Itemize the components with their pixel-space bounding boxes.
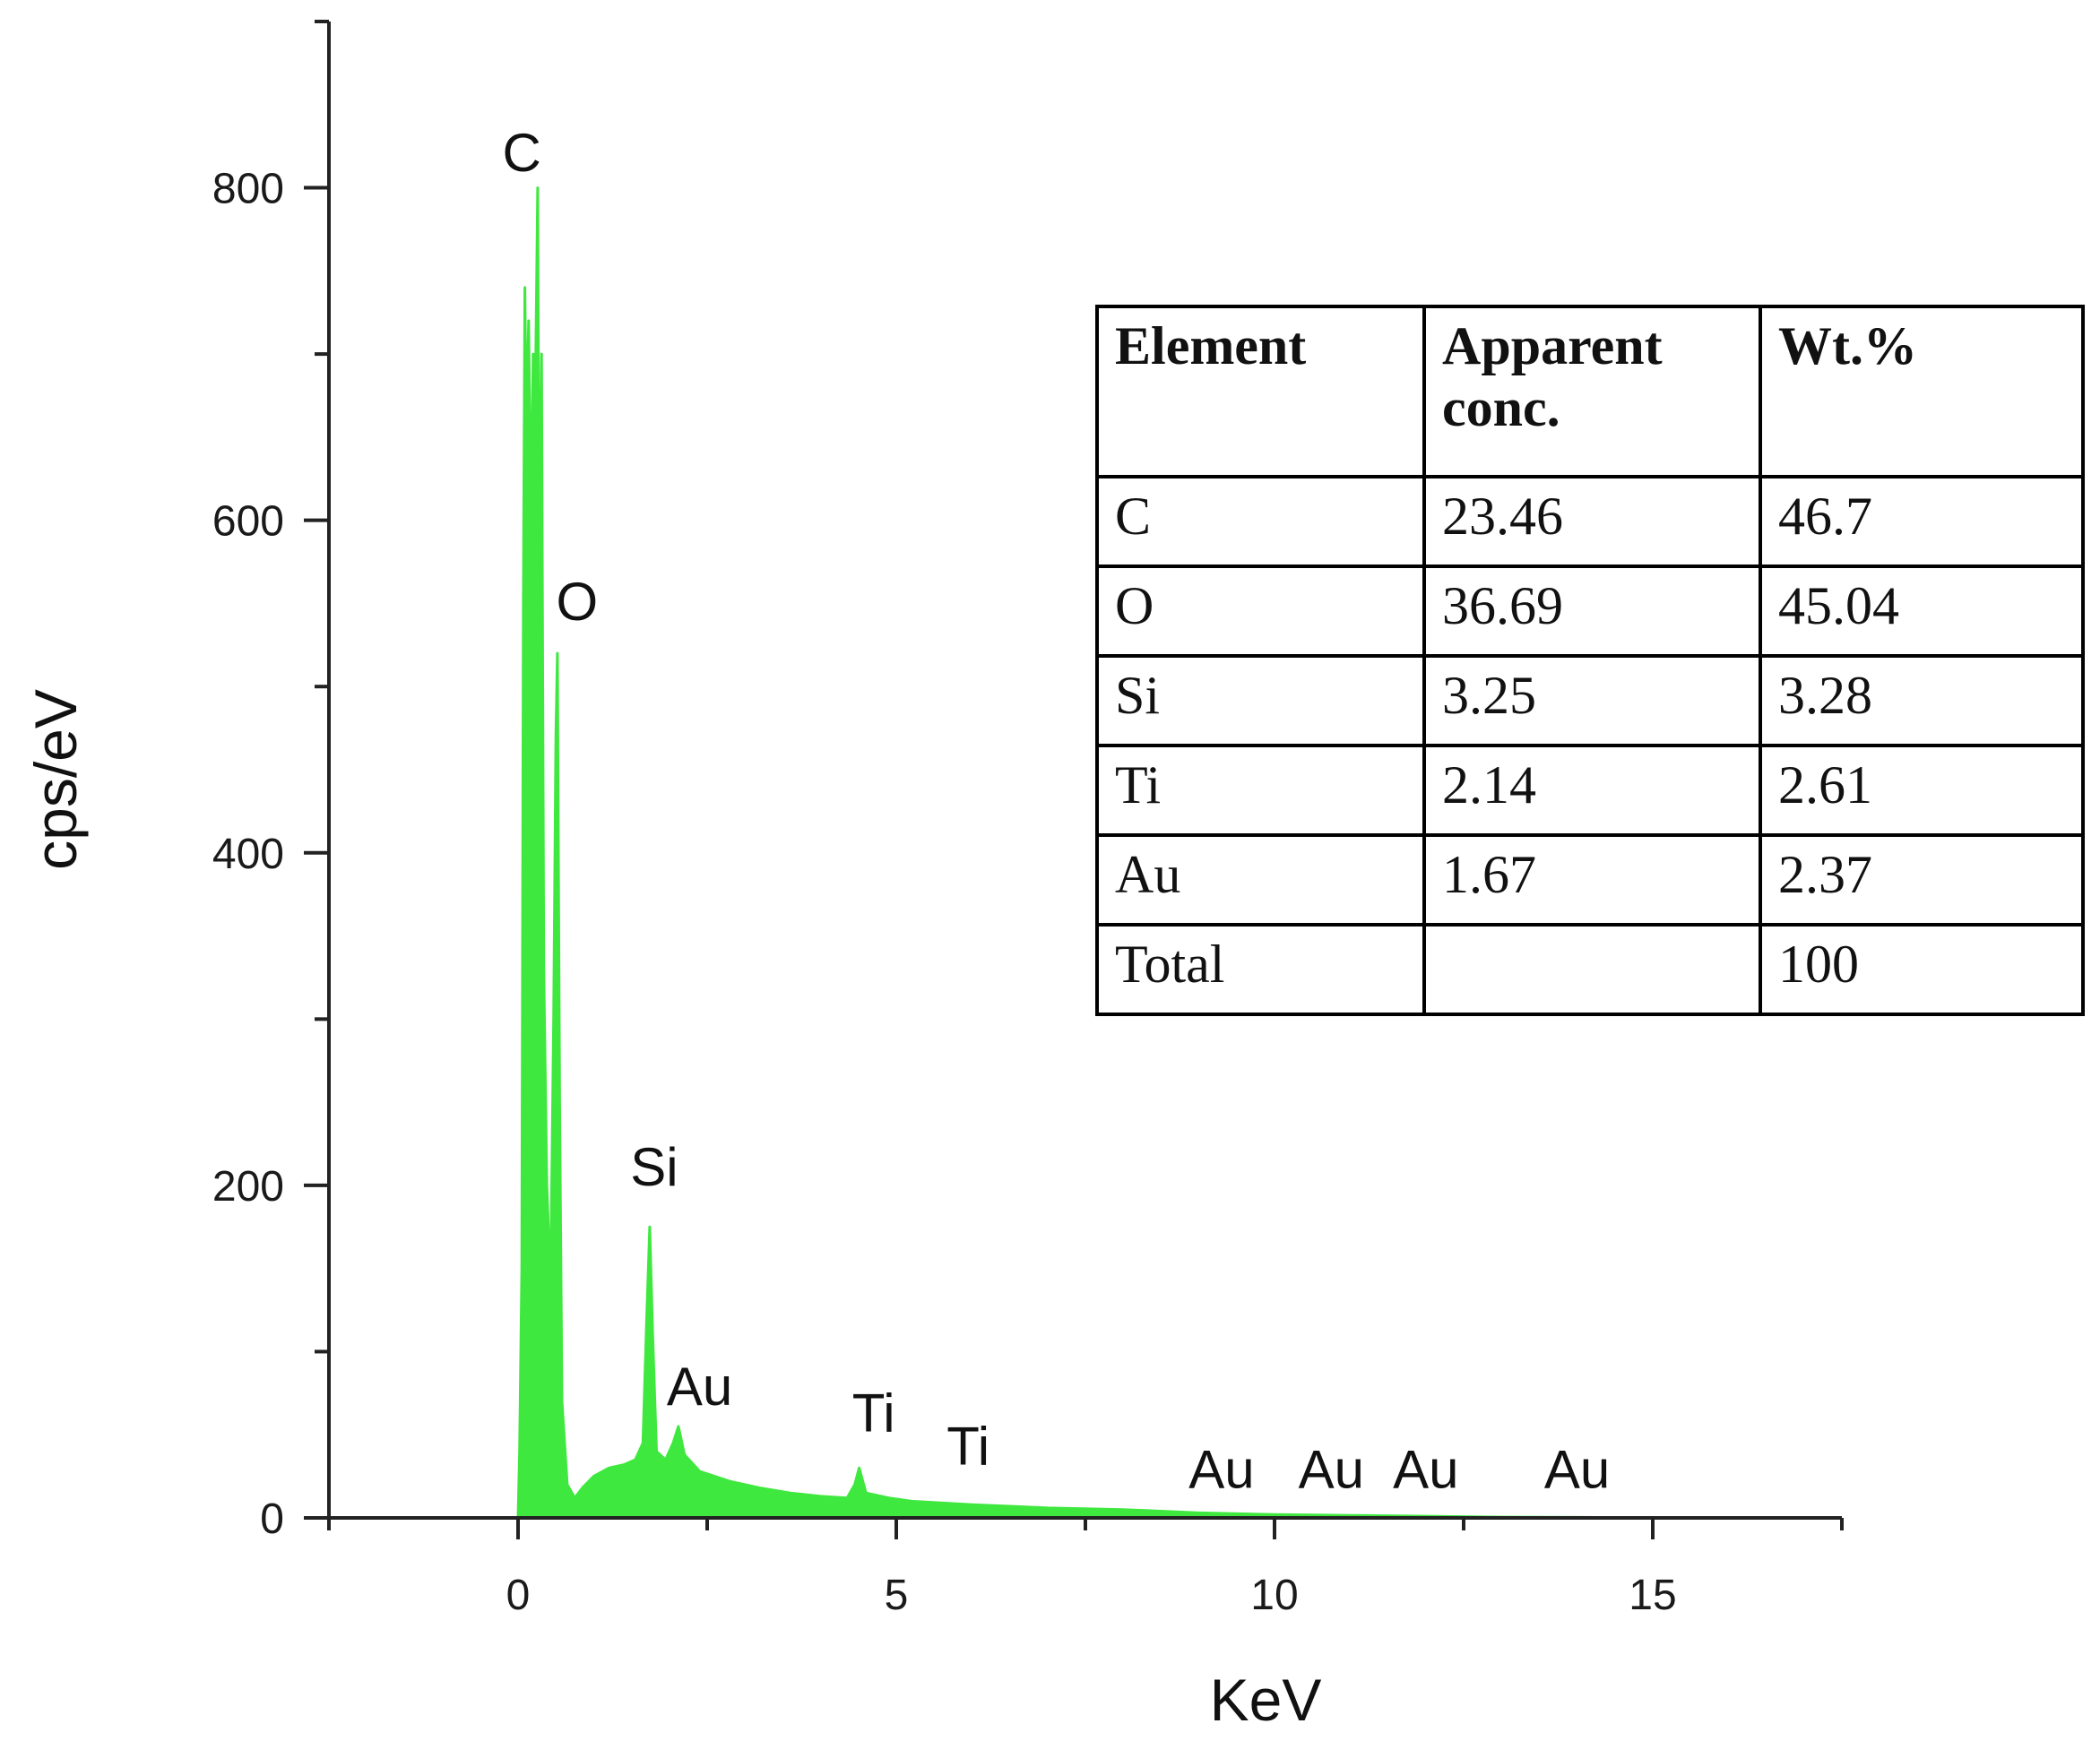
cell-wt-percent: 45.04: [1759, 565, 2085, 658]
spectrum-layer: [516, 186, 1655, 1520]
peak-label-au: Au: [1544, 1440, 1610, 1500]
cell-wt-percent: 46.7: [1759, 475, 2085, 568]
cell-apparent-conc: 36.69: [1422, 565, 1762, 658]
cell-element: C: [1095, 475, 1426, 568]
cell-element: O: [1095, 565, 1426, 658]
cell-apparent-conc: 1.67: [1422, 833, 1762, 927]
cell-wt-percent: 3.28: [1759, 654, 2085, 747]
cell-wt-percent: 2.37: [1759, 833, 2085, 927]
peak-label-au: Au: [1188, 1440, 1254, 1500]
table-row: Total 100: [1095, 923, 2085, 1016]
peak-label-au: Au: [667, 1357, 732, 1417]
cell-element: Total: [1095, 923, 1426, 1016]
cell-wt-percent: 2.61: [1759, 744, 2085, 837]
peak-label-c: C: [503, 123, 541, 183]
x-tick-label: 15: [1629, 1572, 1676, 1619]
axes-layer: 0 200 400 600 800 0 5 10 15: [212, 20, 1844, 1619]
cell-apparent-conc: 2.14: [1422, 744, 1762, 837]
table-row: Au 1.67 2.37: [1095, 833, 2085, 927]
peak-label-ti: Ti: [946, 1417, 990, 1477]
y-tick-label: 600: [212, 498, 284, 546]
y-tick-label: 0: [260, 1495, 284, 1543]
x-tick-label: 10: [1250, 1572, 1298, 1619]
x-tick-label: 5: [885, 1572, 909, 1619]
table-row: Si 3.25 3.28: [1095, 654, 2085, 747]
cell-apparent-conc: 3.25: [1422, 654, 1762, 747]
header-element: Element: [1095, 305, 1426, 478]
cell-apparent-conc: [1422, 923, 1762, 1016]
y-tick-label: 200: [212, 1163, 284, 1211]
cell-wt-percent: 100: [1759, 923, 2085, 1016]
table-body: C 23.46 46.7 O 36.69 45.04 Si 3.25 3.28 Ti 2.14 2.6…: [1095, 475, 2085, 1016]
cell-apparent-conc: 23.46: [1422, 475, 1762, 568]
peak-label-o: O: [556, 572, 598, 632]
x-axis-label: KeV: [1210, 1667, 1322, 1733]
peak-label-au: Au: [1393, 1440, 1458, 1500]
table-row: Ti 2.14 2.61: [1095, 744, 2085, 837]
y-axis-label: cps/eV: [22, 689, 89, 870]
y-tick-label: 400: [212, 831, 284, 878]
header-apparent-conc: Apparent conc.: [1422, 305, 1762, 478]
element-composition-table: Element Apparent conc. Wt.% C 23.46 46.7 O 3…: [1095, 305, 2085, 1016]
peak-label-si: Si: [630, 1137, 678, 1197]
peak-label-ti: Ti: [852, 1383, 895, 1444]
y-tick-label: 800: [212, 166, 284, 213]
table-row: O 36.69 45.04: [1095, 565, 2085, 658]
cell-element: Si: [1095, 654, 1426, 747]
table-row: C 23.46 46.7: [1095, 475, 2085, 568]
peak-label-au: Au: [1299, 1440, 1364, 1500]
spectrum-series: [516, 186, 1655, 1520]
header-wt-percent: Wt.%: [1759, 305, 2085, 478]
x-tick-label: 0: [506, 1572, 531, 1619]
table-header-row: Element Apparent conc. Wt.%: [1095, 305, 2085, 478]
cell-element: Au: [1095, 833, 1426, 927]
cell-element: Ti: [1095, 744, 1426, 837]
